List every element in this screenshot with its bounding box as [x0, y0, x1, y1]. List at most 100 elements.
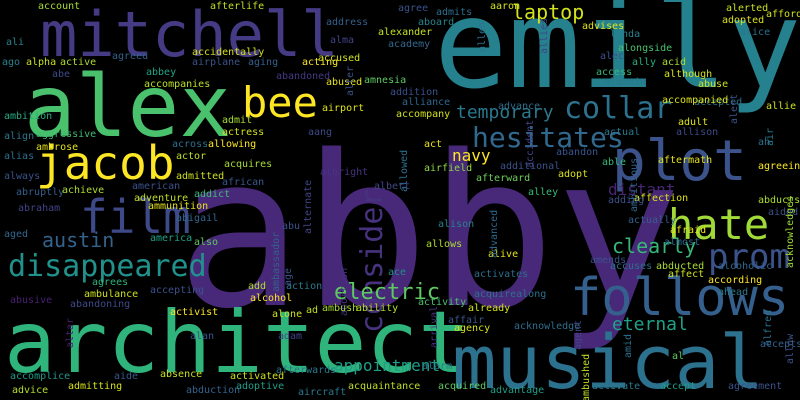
cloud-word: hate	[668, 200, 770, 249]
cloud-word: arrival	[429, 305, 440, 348]
cloud-word: aftermath	[658, 155, 713, 166]
cloud-word: accompanies	[144, 79, 211, 90]
cloud-word: acquaintance	[348, 381, 421, 392]
cloud-word: abandon	[556, 147, 599, 158]
cloud-word: alter	[345, 65, 356, 96]
cloud-word: accompanied	[662, 95, 729, 106]
cloud-word: always	[4, 171, 41, 182]
cloud-word: adventure	[134, 193, 189, 204]
cloud-word: activist	[170, 307, 219, 318]
cloud-word: abigail	[176, 213, 219, 224]
cloud-word: laptop	[512, 0, 585, 24]
cloud-word: alexander	[378, 27, 433, 38]
cloud-word: actual	[604, 127, 641, 138]
cloud-word: aged	[4, 229, 29, 240]
cloud-word: ahead	[718, 287, 749, 298]
cloud-word: actor	[176, 151, 207, 162]
cloud-word: abandoned	[276, 71, 331, 82]
cloud-word: abruptly	[16, 187, 65, 198]
cloud-word: america	[150, 233, 193, 244]
cloud-word: aided	[768, 207, 799, 218]
cloud-word: actress	[222, 127, 265, 138]
cloud-word: additional	[500, 161, 561, 172]
cloud-word: activate	[592, 381, 641, 392]
cloud-word: alamein	[604, 77, 647, 88]
cloud-word: able	[602, 157, 627, 168]
cloud-word: adding	[608, 195, 645, 206]
cloud-word: abe	[52, 69, 71, 80]
cloud-word: affection	[634, 193, 689, 204]
cloud-word: collar	[564, 91, 673, 126]
cloud-word: ambush	[322, 303, 359, 314]
cloud-word: ago	[2, 57, 21, 68]
cloud-word: abandoning	[70, 299, 131, 310]
cloud-word: amid	[623, 333, 634, 358]
cloud-word: alliance	[402, 97, 451, 108]
cloud-word: affect	[668, 269, 705, 280]
cloud-word: al	[672, 351, 685, 362]
cloud-word: bee	[242, 78, 318, 127]
cloud-word: altar	[65, 317, 76, 348]
cloud-word: activates	[474, 269, 529, 280]
cloud-word: allen	[477, 21, 488, 52]
cloud-word: ambushed	[581, 353, 592, 400]
cloud-word: aging	[248, 57, 279, 68]
cloud-word: address	[326, 17, 369, 28]
cloud-word: adoptive	[236, 381, 285, 392]
cloud-word: alice	[740, 27, 771, 38]
cloud-word: aide	[114, 371, 139, 382]
cloud-word: electric	[334, 280, 440, 305]
cloud-word: allies	[539, 17, 550, 54]
cloud-word: clearly	[612, 234, 697, 258]
cloud-word: accident	[525, 119, 536, 168]
cloud-word: absence	[160, 369, 203, 380]
cloud-word: albright	[320, 167, 369, 178]
cloud-word: alpha	[26, 57, 57, 68]
cloud-word: admitting	[68, 381, 123, 392]
cloud-word: alley	[528, 187, 559, 198]
cloud-word: ambassador	[271, 231, 282, 292]
cloud-word: mitchell	[40, 0, 339, 71]
cloud-word: afterlife	[210, 1, 265, 12]
cloud-word: alec	[600, 51, 625, 62]
cloud-word: hesitates	[472, 121, 624, 154]
cloud-word: allow	[785, 333, 796, 364]
cloud-word: aaron	[490, 1, 521, 12]
cloud-word: agent	[573, 319, 584, 350]
cloud-word: affair	[448, 315, 485, 326]
cloud-word: achieve	[62, 185, 105, 196]
cloud-word: admit	[222, 115, 253, 126]
cloud-word: alcoholic	[718, 261, 773, 272]
cloud-word: alias	[4, 151, 35, 162]
cloud-word: abu	[282, 221, 301, 232]
cloud-word: follows	[570, 268, 790, 328]
cloud-word: alongside	[618, 43, 673, 54]
cloud-word: abuse	[698, 79, 729, 90]
cloud-word: accused	[318, 53, 361, 64]
cloud-word: allison	[676, 127, 719, 138]
cloud-word: agreed	[112, 51, 149, 62]
cloud-word: abbey	[146, 67, 177, 78]
cloud-word: adopted	[722, 15, 765, 26]
cloud-word: advance	[498, 101, 541, 112]
cloud-word: accepts	[760, 339, 800, 350]
cloud-word: afterward	[476, 173, 531, 184]
cloud-word: agrees	[92, 277, 129, 288]
cloud-word: agreeing	[758, 161, 800, 172]
cloud-word: alan	[190, 331, 215, 342]
cloud-word: align	[4, 131, 35, 142]
cloud-word: almost	[664, 237, 701, 248]
cloud-word: acting	[302, 57, 339, 68]
cloud-word: airplane	[192, 57, 241, 68]
cloud-word: abraham	[18, 203, 61, 214]
cloud-word: admitted	[176, 171, 225, 182]
cloud-word: afraid	[670, 225, 707, 236]
cloud-word: acquires	[224, 159, 273, 170]
cloud-word: advice	[12, 385, 49, 396]
cloud-word: account	[38, 1, 81, 12]
cloud-word: accepted	[694, 97, 743, 108]
cloud-word: action	[286, 281, 323, 292]
cloud-word: alone	[272, 309, 303, 320]
cloud-word: allowing	[208, 139, 257, 150]
